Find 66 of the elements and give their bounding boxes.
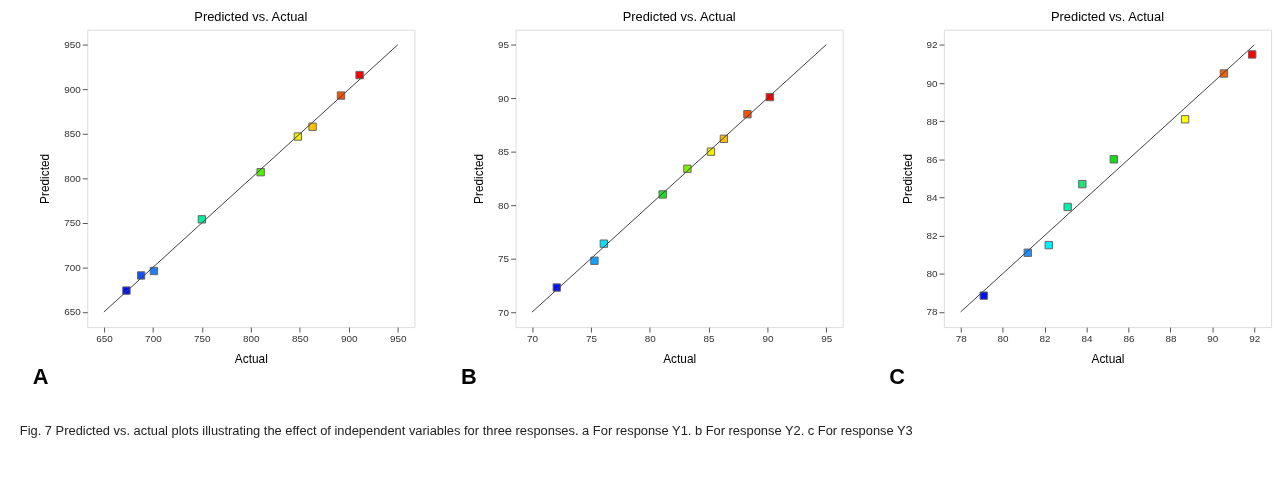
y-tick-label: 85 [498, 146, 510, 158]
text: B [461, 363, 477, 389]
y-tick-label: 750 [64, 217, 82, 229]
y-tick-label: 86 [926, 153, 938, 165]
x-tick-label: 800 [243, 333, 261, 345]
x-tick-label: 88 [1165, 333, 1177, 345]
point [1248, 50, 1257, 59]
x-axis-title: Actual [234, 352, 268, 367]
x-tick-label: 90 [762, 333, 774, 345]
y-tick-label: 90 [926, 77, 938, 89]
x-tick-label: 85 [703, 333, 716, 345]
y-tick-label: 850 [64, 128, 82, 140]
caption: Fig. 7 Predicted vs. actual plots illustrating the effect of independent variables for three responses. a For response Y1. b For response Y2. c For response Y3 [19, 423, 913, 439]
point [1109, 155, 1118, 164]
point [1063, 202, 1072, 212]
y-tick-label: 700 [64, 261, 82, 273]
text: C [889, 363, 906, 389]
y-tick-label: 92 [926, 39, 938, 51]
x-tick-label: 75 [585, 333, 598, 345]
text: A [32, 363, 49, 389]
chart-title: Predicted vs. Actual [622, 8, 736, 24]
chart-title: Predicted vs. Actual [1050, 8, 1165, 24]
x-tick-label: 650 [96, 333, 114, 345]
x-tick-label: 86 [1123, 333, 1135, 345]
y-tick-label: 800 [64, 172, 82, 184]
y-axis-title: Predicted [900, 153, 915, 204]
y-tick-label: 80 [498, 199, 510, 211]
x-tick-label: 70 [527, 333, 539, 345]
y-tick-label: 90 [498, 92, 510, 104]
point [979, 291, 988, 300]
y-tick-label: 78 [926, 306, 938, 318]
y-tick-label: 950 [64, 39, 82, 51]
x-tick-label: 900 [341, 333, 359, 345]
y-tick-label: 82 [926, 230, 938, 242]
x-tick-label: 78 [955, 333, 968, 345]
point [1078, 179, 1087, 189]
x-tick-label: 750 [194, 333, 212, 345]
y-tick-label: 88 [926, 115, 938, 127]
y-axis-title: Predicted [472, 153, 487, 204]
point [197, 215, 207, 224]
x-tick-label: 80 [997, 333, 1010, 345]
x-axis-title: Actual [1091, 352, 1125, 367]
x-tick-label: 950 [390, 333, 408, 345]
point [1044, 240, 1053, 250]
y-tick-label: 84 [926, 191, 938, 203]
y-tick-label: 650 [64, 306, 82, 318]
x-axis-title: Actual [663, 352, 697, 367]
x-tick-label: 90 [1207, 333, 1219, 345]
x-tick-label: 84 [1081, 333, 1094, 345]
y-tick-label: 80 [926, 268, 938, 280]
x-tick-label: 92 [1249, 333, 1261, 345]
y-tick-label: 95 [498, 39, 510, 51]
x-tick-label: 700 [145, 333, 163, 345]
x-tick-label: 95 [821, 333, 833, 345]
x-tick-label: 82 [1039, 333, 1052, 345]
point [1180, 115, 1190, 124]
point [308, 122, 317, 131]
chart-title: Predicted vs. Actual [194, 8, 308, 24]
point [590, 256, 599, 265]
y-tick-label: 75 [498, 253, 510, 265]
y-tick-label: 70 [498, 306, 510, 318]
x-tick-label: 80 [644, 333, 657, 345]
y-axis-title: Predicted [38, 153, 53, 204]
x-tick-label: 850 [292, 333, 310, 345]
point [355, 70, 364, 80]
y-tick-label: 900 [64, 83, 82, 95]
